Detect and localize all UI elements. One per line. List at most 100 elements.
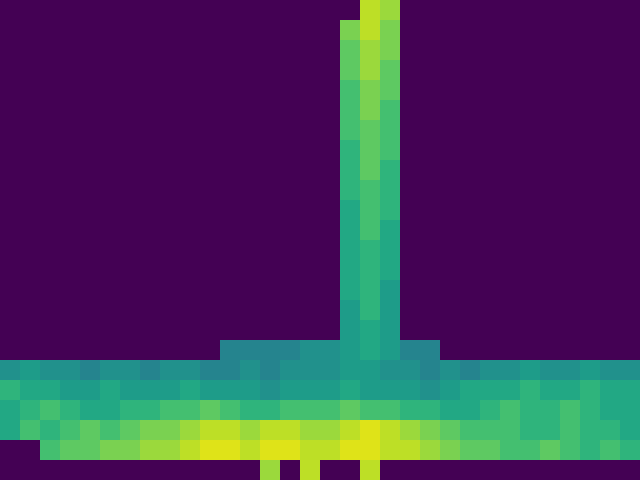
heatmap-cell (420, 200, 441, 221)
heatmap-cell (260, 300, 281, 321)
heatmap-cell (520, 300, 541, 321)
heatmap-cell (580, 220, 601, 241)
heatmap-cell (560, 440, 581, 461)
heatmap-cell (500, 200, 521, 221)
heatmap-cell (620, 20, 640, 41)
heatmap-cell (240, 420, 261, 441)
heatmap-cell (420, 360, 441, 381)
heatmap-cell (0, 460, 21, 480)
heatmap-cell (280, 100, 301, 121)
heatmap-cell (540, 380, 561, 401)
heatmap-cell (100, 80, 121, 101)
heatmap-cell (560, 80, 581, 101)
heatmap-cell (200, 380, 221, 401)
heatmap-cell (300, 400, 321, 421)
heatmap-cell (420, 160, 441, 181)
heatmap-cell (180, 0, 201, 21)
heatmap-cell (20, 360, 41, 381)
heatmap-cell (540, 240, 561, 261)
heatmap-cell (260, 280, 281, 301)
heatmap-cell (100, 120, 121, 141)
heatmap-cell (440, 200, 461, 221)
heatmap-cell (380, 220, 401, 241)
heatmap-cell (540, 120, 561, 141)
heatmap-cell (40, 180, 61, 201)
heatmap-cell (80, 80, 101, 101)
heatmap-cell (120, 460, 141, 480)
heatmap-cell (460, 420, 481, 441)
heatmap-cell (300, 460, 321, 480)
heatmap-cell (220, 380, 241, 401)
heatmap-cell (40, 120, 61, 141)
heatmap-cell (220, 80, 241, 101)
heatmap-cell (400, 200, 421, 221)
heatmap-cell (80, 360, 101, 381)
heatmap-cell (520, 460, 541, 480)
heatmap-cell (620, 240, 640, 261)
heatmap-cell (420, 0, 441, 21)
heatmap-cell (360, 460, 381, 480)
heatmap-cell (60, 440, 81, 461)
heatmap-cell (500, 440, 521, 461)
heatmap-cell (420, 20, 441, 41)
heatmap-cell (340, 0, 361, 21)
heatmap-cell (280, 140, 301, 161)
heatmap-cell (40, 140, 61, 161)
heatmap-cell (360, 20, 381, 41)
heatmap-cell (300, 160, 321, 181)
heatmap-cell (340, 120, 361, 141)
heatmap-cell (120, 280, 141, 301)
heatmap-cell (100, 140, 121, 161)
heatmap-cell (340, 80, 361, 101)
heatmap-cell (60, 180, 81, 201)
heatmap-cell (140, 200, 161, 221)
heatmap-cell (620, 40, 640, 61)
heatmap-cell (180, 380, 201, 401)
heatmap-cell (540, 300, 561, 321)
heatmap-cell (260, 180, 281, 201)
heatmap-cell (540, 440, 561, 461)
heatmap-cell (80, 40, 101, 61)
heatmap-cell (260, 320, 281, 341)
heatmap-cell (60, 120, 81, 141)
heatmap-cell (0, 340, 21, 361)
heatmap-cell (340, 40, 361, 61)
heatmap-cell (160, 180, 181, 201)
heatmap-cell (260, 160, 281, 181)
heatmap-cell (620, 340, 640, 361)
heatmap-cell (360, 140, 381, 161)
heatmap-cell (400, 280, 421, 301)
heatmap-cell (220, 360, 241, 381)
heatmap-cell (220, 260, 241, 281)
heatmap-cell (80, 220, 101, 241)
heatmap-cell (40, 20, 61, 41)
heatmap-cell (560, 240, 581, 261)
heatmap-cell (240, 220, 261, 241)
heatmap-cell (420, 260, 441, 281)
heatmap-cell (500, 380, 521, 401)
heatmap-cell (180, 20, 201, 41)
heatmap-cell (540, 320, 561, 341)
heatmap-cell (400, 240, 421, 261)
heatmap-cell (260, 200, 281, 221)
heatmap-cell (340, 300, 361, 321)
heatmap-cell (260, 100, 281, 121)
heatmap-cell (60, 200, 81, 221)
heatmap-cell (520, 60, 541, 81)
heatmap-cell (160, 100, 181, 121)
heatmap-cell (40, 340, 61, 361)
heatmap-cell (600, 320, 621, 341)
heatmap-cell (320, 100, 341, 121)
heatmap-cell (180, 400, 201, 421)
heatmap-cell (540, 40, 561, 61)
heatmap-cell (360, 160, 381, 181)
heatmap-cell (540, 280, 561, 301)
heatmap-cell (120, 60, 141, 81)
heatmap-cell (80, 380, 101, 401)
heatmap-cell (520, 320, 541, 341)
heatmap-cell (160, 280, 181, 301)
heatmap-cell (520, 160, 541, 181)
heatmap-cell (340, 360, 361, 381)
heatmap-cell (340, 220, 361, 241)
heatmap-cell (240, 380, 261, 401)
